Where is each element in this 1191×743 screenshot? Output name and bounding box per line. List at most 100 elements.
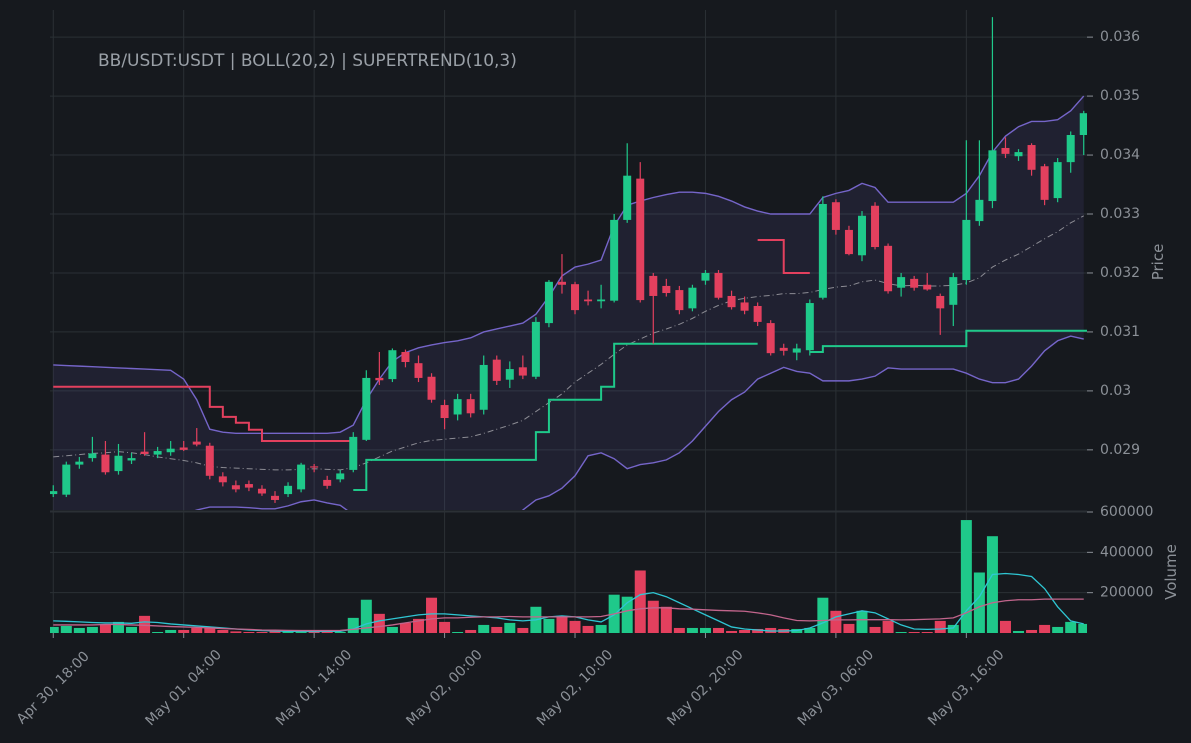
candle-body: [101, 454, 110, 473]
candle-body: [440, 405, 449, 419]
candle-body: [297, 464, 306, 490]
volume-bar: [621, 596, 633, 633]
candle-body: [571, 284, 580, 311]
volume-bar: [126, 626, 138, 633]
volume-bar: [543, 618, 555, 633]
y-tick-label: 0.031: [1100, 324, 1140, 340]
volume-bar: [582, 625, 594, 633]
volume-bar: [817, 597, 829, 633]
candle-body: [857, 215, 866, 256]
volume-bar: [386, 626, 398, 633]
candle-body: [127, 458, 136, 461]
volume-bar: [882, 620, 894, 633]
candle-body: [910, 278, 919, 288]
candle-body: [349, 436, 358, 470]
candle-body: [844, 229, 853, 255]
candle-body: [701, 272, 710, 281]
candle-body: [205, 445, 214, 476]
volume-bar: [726, 630, 738, 633]
candle-body: [792, 348, 801, 353]
candle-body: [453, 399, 462, 415]
volume-average: [53, 598, 1084, 632]
candle-body: [153, 451, 162, 455]
candle-body: [597, 299, 606, 302]
volume-bar: [165, 629, 177, 633]
candle-body: [636, 178, 645, 301]
candle-body: [805, 303, 814, 351]
grid: [50, 10, 1087, 633]
candle-body: [962, 219, 971, 281]
volume-bar: [256, 631, 268, 633]
candle-body: [897, 277, 906, 288]
volume-bar: [595, 624, 607, 633]
candle-body: [492, 359, 501, 381]
band-upper: [53, 95, 1085, 435]
chart-title: BB/USDT:USDT | BOLL(20,2) | SUPERTREND(1…: [98, 51, 517, 71]
volume-bar: [569, 620, 581, 633]
candle-body: [75, 461, 84, 465]
volume-bar: [491, 626, 503, 633]
volume-bar: [843, 623, 855, 633]
y-tick-label: 600000: [1100, 504, 1153, 520]
volume-bar: [1065, 621, 1077, 633]
volume-bar: [686, 627, 698, 633]
candle-body: [88, 453, 97, 459]
candle-body: [753, 305, 762, 322]
volume-bar: [908, 631, 920, 633]
candle-body: [675, 290, 684, 311]
candle-body: [936, 295, 945, 309]
candle-body: [1040, 166, 1049, 200]
candle-body: [218, 476, 227, 483]
candle-body: [818, 203, 827, 298]
volume-bar: [465, 629, 477, 633]
volume-bar: [921, 631, 933, 633]
volume-bar: [699, 627, 711, 633]
candle-body: [466, 399, 475, 414]
volume-bar: [139, 615, 151, 633]
candle-body: [518, 367, 527, 376]
candle-body: [649, 275, 658, 296]
y-tick-label: 0.03: [1100, 383, 1131, 399]
volume-bar: [112, 621, 124, 633]
volume-bar: [999, 620, 1011, 633]
volume-bar: [856, 610, 868, 633]
y-tick-label: 0.036: [1100, 29, 1140, 45]
volume-bar: [217, 629, 229, 633]
supertrend-up: [353, 329, 1087, 491]
volume-bar: [1013, 630, 1025, 633]
band-fill: [53, 96, 1084, 510]
volume-bar: [804, 627, 816, 633]
candle-body: [388, 350, 397, 380]
volume-bar: [191, 627, 203, 633]
candle-body: [884, 245, 893, 292]
volume-bar: [986, 536, 998, 633]
candle-body: [244, 484, 253, 488]
volume-bar: [452, 631, 464, 633]
volume-bar: [243, 631, 255, 633]
supertrend-down: [53, 238, 810, 443]
candle-body: [584, 299, 593, 302]
volume-bar: [517, 627, 529, 633]
candle-body: [401, 351, 410, 363]
candle-body: [62, 464, 71, 495]
candle-body: [166, 448, 175, 453]
candle-body: [310, 466, 319, 468]
band-middle: [53, 215, 1084, 471]
volume-bar: [60, 625, 72, 633]
volume-bar: [99, 624, 111, 633]
volume-bar: [973, 572, 985, 633]
candle-body: [1053, 162, 1062, 199]
volume-bar: [334, 631, 346, 633]
volume-bar: [295, 631, 307, 633]
volume-bar: [1078, 623, 1087, 633]
y-tick-label: 400000: [1100, 544, 1153, 560]
candle-body: [923, 284, 932, 290]
volume-bar: [673, 627, 685, 633]
volume-bar: [399, 622, 411, 633]
candle-body: [1001, 147, 1010, 154]
candle-body: [779, 347, 788, 351]
volume-bar: [830, 610, 842, 633]
volume-bar: [412, 618, 424, 633]
volume-bar: [739, 629, 751, 633]
